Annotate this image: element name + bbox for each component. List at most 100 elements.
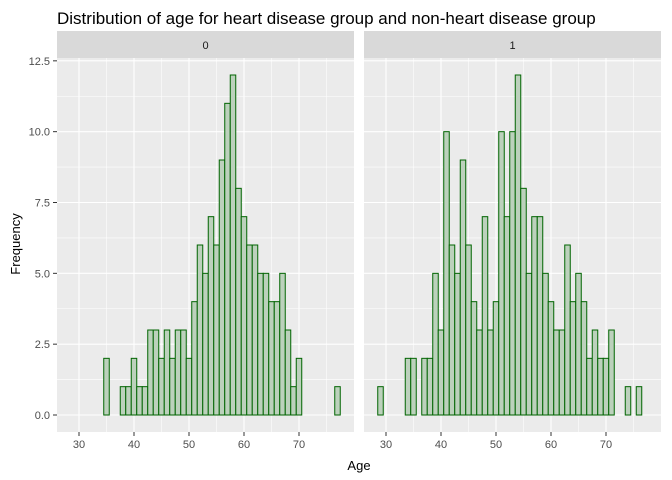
- histogram-bar: [520, 187, 527, 416]
- histogram-bar: [569, 301, 577, 416]
- histogram-bar: [136, 386, 143, 416]
- histogram-bar: [125, 386, 132, 416]
- y-axis-title: Frequency: [8, 213, 23, 275]
- histogram-bar: [432, 272, 439, 416]
- histogram-bar: [158, 357, 165, 416]
- histogram-bar: [481, 216, 489, 416]
- facet-strip: [57, 31, 354, 58]
- y-tick-label: 0.0: [35, 410, 50, 422]
- x-tick-label: 30: [380, 439, 392, 451]
- histogram-bar: [591, 329, 599, 416]
- histogram-bar: [454, 272, 461, 416]
- histogram-bar: [185, 357, 193, 416]
- histogram-bar: [229, 74, 237, 416]
- facet-panels: 0 30 40 50 60 70 0.0 2.5 5.0 7.5 10.0 12.5 1 30 40 50 60…: [29, 31, 661, 451]
- histogram-bar: [147, 329, 154, 416]
- histogram-bar: [608, 329, 615, 416]
- histogram-bar: [509, 131, 516, 416]
- histogram-bar: [487, 329, 494, 416]
- histogram-bar: [180, 329, 187, 416]
- histogram-bar: [246, 244, 253, 416]
- facet-panel-0: 0 30 40 50 60 70 0.0 2.5 5.0 7.5 10.0 12.5: [29, 31, 354, 451]
- histogram-bar: [426, 357, 434, 416]
- histogram-bar: [279, 272, 286, 416]
- histogram-bar: [547, 301, 555, 416]
- histogram-bar: [503, 216, 511, 416]
- x-axis-title: Age: [347, 458, 370, 473]
- histogram-bar: [202, 272, 209, 416]
- x-tick-label: 70: [600, 439, 612, 451]
- histogram-bar: [575, 272, 582, 416]
- histogram-bar: [498, 131, 505, 416]
- histogram-bar: [635, 386, 643, 416]
- histogram-bar: [602, 357, 610, 416]
- histogram-bar: [163, 329, 171, 416]
- y-tick-label: 5.0: [35, 268, 50, 280]
- histogram-bar: [404, 357, 412, 416]
- facet-strip: [364, 31, 661, 58]
- histogram-bar: [531, 216, 538, 416]
- histogram-bar: [564, 244, 571, 416]
- histogram-bar: [443, 131, 450, 416]
- facet-strip-label: 0: [202, 40, 208, 52]
- histogram-bar: [273, 301, 281, 416]
- y-tick-label: 2.5: [35, 339, 50, 351]
- histogram-bar: [218, 159, 226, 416]
- histogram-bar: [470, 301, 478, 416]
- x-tick-label: 60: [545, 439, 557, 451]
- histogram-bar: [580, 301, 588, 416]
- histogram-bar: [437, 329, 445, 416]
- histogram-bar: [251, 244, 259, 416]
- histogram-bar: [624, 386, 632, 416]
- histogram-bar: [525, 272, 533, 416]
- histogram-bar: [536, 216, 544, 416]
- y-tick-label: 12.5: [29, 56, 50, 68]
- histogram-bar: [558, 329, 566, 416]
- histogram-bar: [586, 357, 593, 416]
- histogram-bar: [492, 301, 500, 416]
- histogram-bar: [257, 272, 264, 416]
- histogram-bar: [465, 244, 472, 416]
- histogram-bar: [174, 329, 182, 416]
- histogram-bar: [169, 357, 176, 416]
- histogram-bar: [459, 159, 467, 416]
- x-tick-label: 40: [435, 439, 447, 451]
- histogram-bar: [213, 244, 220, 416]
- histogram-bar: [262, 272, 270, 416]
- y-tick-label: 10.0: [29, 127, 50, 139]
- histogram-bar: [268, 301, 275, 416]
- x-tick-label: 30: [73, 439, 85, 451]
- x-tick-label: 50: [183, 439, 195, 451]
- histogram-bar: [597, 357, 604, 416]
- x-tick-label: 70: [293, 439, 305, 451]
- x-tick-label: 50: [490, 439, 502, 451]
- histogram-bar: [141, 386, 149, 416]
- histogram-bar: [196, 244, 204, 416]
- histogram-bar: [410, 357, 417, 416]
- facet-strip-label: 1: [509, 40, 515, 52]
- histogram-bar: [284, 329, 292, 416]
- histogram-bar: [235, 187, 242, 416]
- chart-title: Distribution of age for heart disease gr…: [57, 9, 596, 28]
- histogram-bar: [103, 357, 110, 416]
- facet-panel-1: 1 30 40 50 60 70: [364, 31, 661, 451]
- histogram-bar: [448, 244, 456, 416]
- histogram-bar: [421, 357, 428, 416]
- histogram-bar: [295, 357, 303, 416]
- x-tick-label: 60: [238, 439, 250, 451]
- histogram-bar: [207, 216, 215, 416]
- histogram-bar: [152, 329, 160, 416]
- histogram-bar: [130, 357, 138, 416]
- histogram-bar: [240, 216, 248, 416]
- histogram-bar: [476, 329, 483, 416]
- y-tick-label: 7.5: [35, 198, 50, 210]
- histogram-bar: [191, 301, 198, 416]
- x-tick-label: 40: [128, 439, 140, 451]
- histogram-bar: [119, 386, 127, 416]
- histogram-bar: [290, 386, 297, 416]
- histogram-bar: [334, 386, 341, 416]
- histogram-bar: [542, 272, 549, 416]
- histogram-bar: [224, 102, 231, 416]
- histogram-bar: [514, 74, 522, 416]
